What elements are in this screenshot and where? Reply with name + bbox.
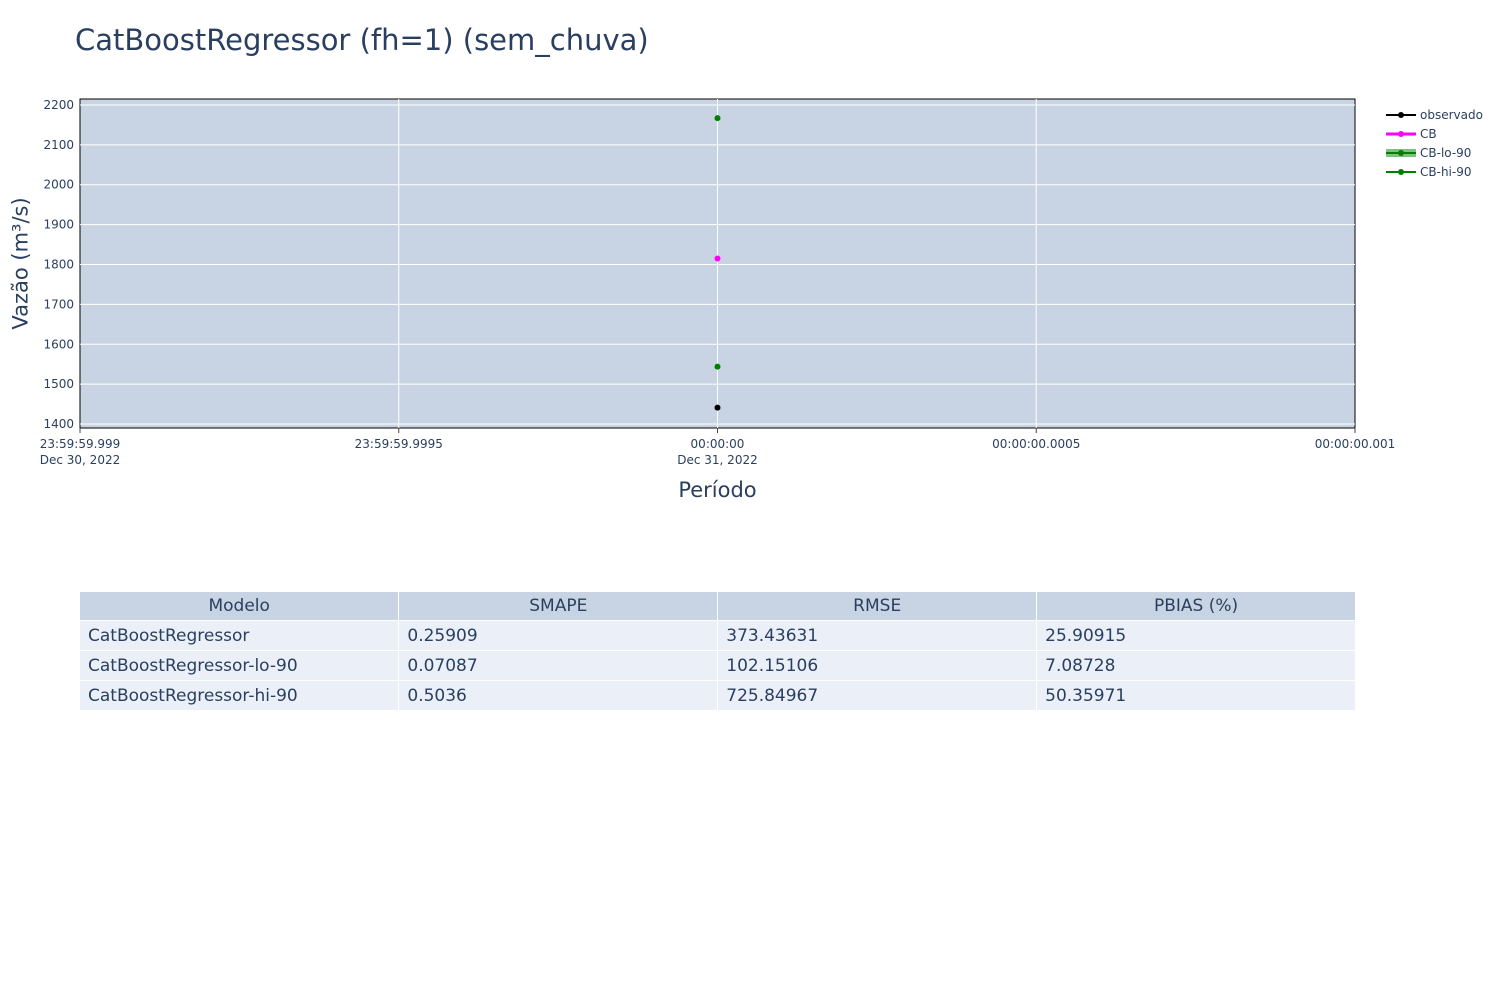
y-tick-label: 1800 bbox=[43, 257, 74, 271]
cell-smape: 0.5036 bbox=[398, 680, 719, 711]
cell-pbias: 25.90915 bbox=[1036, 620, 1356, 651]
cell-smape: 0.07087 bbox=[398, 650, 719, 681]
table-row: CatBoostRegressor 0.25909 373.43631 25.9… bbox=[80, 620, 1356, 651]
table-row: CatBoostRegressor-lo-90 0.07087 102.1510… bbox=[80, 650, 1356, 681]
cell-rmse: 102.15106 bbox=[717, 650, 1038, 681]
grid-lines bbox=[80, 99, 1355, 428]
header-modelo: Modelo bbox=[80, 592, 400, 621]
data-point-observado bbox=[714, 404, 721, 411]
legend-marker bbox=[1398, 150, 1404, 156]
cell-pbias: 7.08728 bbox=[1036, 650, 1356, 681]
y-tick-label: 1400 bbox=[43, 417, 74, 431]
x-tick-label: 23:59:59.999 bbox=[40, 437, 121, 451]
x-tick-date-label: Dec 31, 2022 bbox=[677, 453, 757, 467]
header-rmse: RMSE bbox=[717, 592, 1038, 621]
y-axis-title: Vazão (m³/s) bbox=[8, 197, 32, 329]
y-tick-label: 2100 bbox=[43, 138, 74, 152]
legend-marker bbox=[1398, 131, 1404, 137]
y-tick-label: 1900 bbox=[43, 218, 74, 232]
x-tick-label: 00:00:00.0005 bbox=[992, 437, 1080, 451]
cell-smape: 0.25909 bbox=[398, 620, 719, 651]
header-smape: SMAPE bbox=[398, 592, 719, 621]
y-tick-label: 2200 bbox=[43, 98, 74, 112]
cell-rmse: 373.43631 bbox=[717, 620, 1038, 651]
y-tick-label: 1500 bbox=[43, 377, 74, 391]
cell-rmse: 725.84967 bbox=[717, 680, 1038, 711]
y-tick-label: 1600 bbox=[43, 337, 74, 351]
legend-item[interactable]: CB-lo-90 bbox=[1386, 146, 1471, 160]
x-axis-ticks: 23:59:59.999 Dec 30, 2022 23:59:59.9995 00:… bbox=[40, 428, 1396, 467]
header-pbias: PBIAS (%) bbox=[1036, 592, 1356, 621]
chart-title: CatBoostRegressor (fh=1) (sem_chuva) bbox=[75, 23, 649, 57]
table-header-row: Modelo SMAPE RMSE PBIAS (%) bbox=[80, 592, 1356, 621]
data-point-cb-lo-90 bbox=[714, 363, 721, 370]
legend-item[interactable]: CB-hi-90 bbox=[1386, 165, 1471, 179]
x-tick-label: 00:00:00 bbox=[691, 437, 745, 451]
x-axis-title: Período bbox=[678, 478, 756, 502]
data-points bbox=[714, 115, 721, 411]
legend-marker bbox=[1398, 169, 1404, 175]
cell-modelo: CatBoostRegressor-lo-90 bbox=[80, 650, 400, 681]
x-tick-date-label: Dec 30, 2022 bbox=[40, 453, 120, 467]
legend-label: observado bbox=[1420, 108, 1483, 122]
cell-modelo: CatBoostRegressor bbox=[80, 620, 400, 651]
y-axis-ticks: 1400 1500 1600 1700 1800 1900 2000 2100 2200 bbox=[43, 98, 74, 431]
x-tick-label: 23:59:59.9995 bbox=[355, 437, 443, 451]
cell-pbias: 50.35971 bbox=[1036, 680, 1356, 711]
y-tick-label: 1700 bbox=[43, 297, 74, 311]
data-point-cb bbox=[714, 255, 721, 262]
x-tick-label: 00:00:00.001 bbox=[1315, 437, 1396, 451]
legend-label: CB-hi-90 bbox=[1420, 165, 1471, 179]
legend: observado CB CB-lo-90 CB-hi-90 bbox=[1386, 108, 1483, 179]
cell-modelo: CatBoostRegressor-hi-90 bbox=[80, 680, 400, 711]
legend-item[interactable]: CB bbox=[1386, 127, 1437, 141]
metrics-table: Modelo SMAPE RMSE PBIAS (%) CatBoostRegr… bbox=[80, 592, 1356, 711]
table-row: CatBoostRegressor-hi-90 0.5036 725.84967… bbox=[80, 680, 1356, 711]
legend-label: CB bbox=[1420, 127, 1437, 141]
legend-item[interactable]: observado bbox=[1386, 108, 1483, 122]
chart: CatBoostRegressor (fh=1) (sem_chuva) 140… bbox=[8, 23, 1483, 502]
y-tick-label: 2000 bbox=[43, 178, 74, 192]
legend-marker bbox=[1398, 112, 1404, 118]
data-point-cb-hi-90 bbox=[714, 115, 721, 122]
legend-label: CB-lo-90 bbox=[1420, 146, 1471, 160]
